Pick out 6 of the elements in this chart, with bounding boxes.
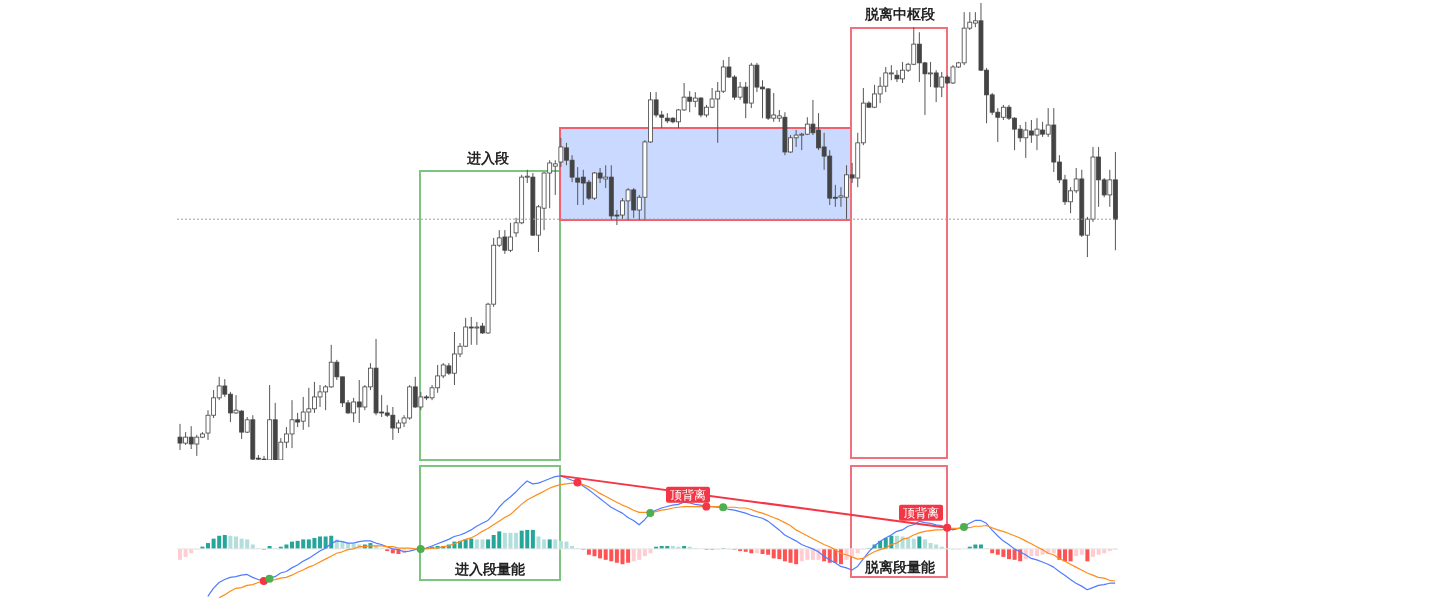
annotation: 顶背离 [666, 486, 710, 504]
annotation: 顶背离 [899, 504, 943, 522]
annotation: 脱离中枢段 [865, 5, 935, 23]
annotation: 脱离段量能 [865, 558, 935, 576]
annotation: 进入段量能 [455, 560, 525, 578]
annotation: 进入段 [467, 149, 509, 167]
